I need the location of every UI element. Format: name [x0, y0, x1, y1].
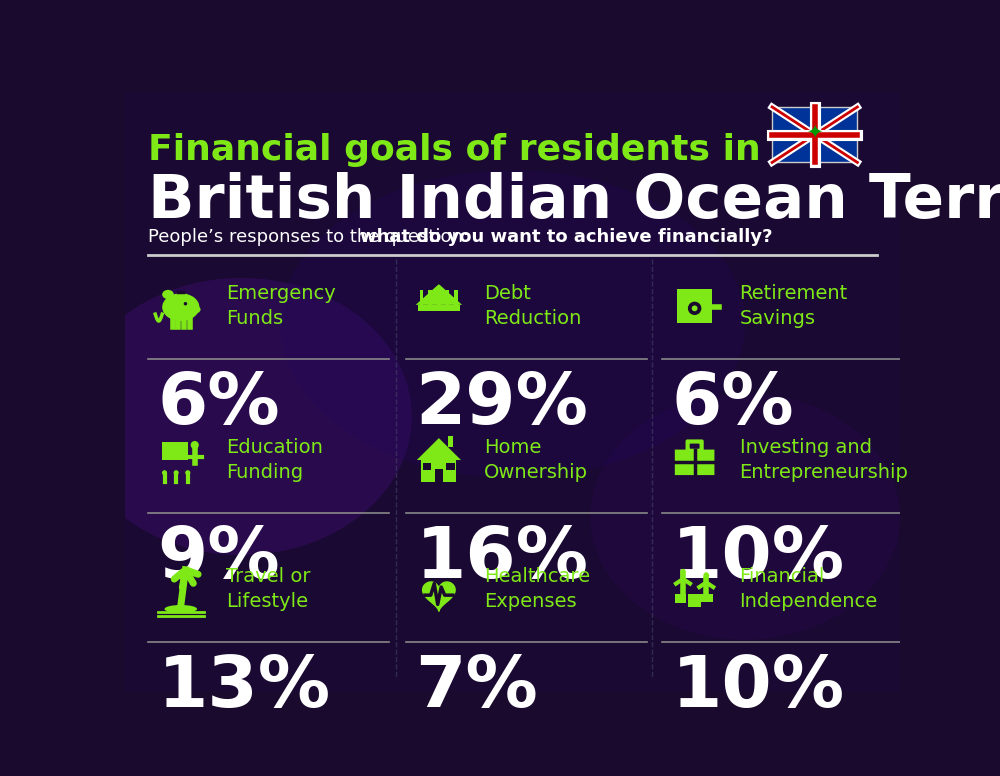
Text: 16%: 16% [416, 524, 589, 593]
Ellipse shape [71, 278, 412, 555]
Ellipse shape [162, 470, 167, 475]
Text: 10%: 10% [671, 653, 844, 722]
Text: 6%: 6% [158, 369, 280, 438]
Bar [677, 289, 712, 324]
Ellipse shape [590, 393, 900, 640]
Bar [446, 290, 449, 305]
Bar [688, 594, 701, 607]
Text: Debt
Reduction: Debt Reduction [484, 284, 581, 328]
Ellipse shape [165, 605, 197, 613]
Bar [675, 594, 686, 603]
Text: 29%: 29% [416, 369, 588, 438]
Bar [772, 107, 857, 162]
Bar [454, 290, 458, 305]
Ellipse shape [184, 302, 187, 306]
Bar [446, 463, 455, 470]
Polygon shape [416, 284, 462, 305]
Text: 10%: 10% [671, 524, 844, 593]
Text: 9%: 9% [158, 524, 280, 593]
FancyArrowPatch shape [174, 572, 183, 579]
Text: 7%: 7% [416, 653, 538, 722]
Ellipse shape [174, 470, 179, 475]
Ellipse shape [680, 569, 686, 575]
Text: Investing and
Entrepreneurship: Investing and Entrepreneurship [740, 438, 908, 482]
Bar [162, 442, 188, 460]
FancyArrowPatch shape [182, 573, 185, 587]
Text: Financial goals of residents in: Financial goals of residents in [148, 133, 761, 167]
Ellipse shape [162, 290, 174, 299]
Text: Healthcare
Expenses: Healthcare Expenses [484, 567, 590, 611]
Text: 13%: 13% [158, 653, 331, 722]
Text: British Indian Ocean Territory: British Indian Ocean Territory [148, 171, 1000, 230]
Ellipse shape [189, 306, 201, 314]
Ellipse shape [191, 441, 199, 449]
Bar [435, 469, 443, 482]
Bar [428, 290, 432, 305]
Polygon shape [423, 582, 455, 611]
FancyArrowPatch shape [188, 570, 198, 574]
Text: Travel or
Lifestyle: Travel or Lifestyle [226, 567, 310, 611]
Bar [421, 460, 456, 482]
Text: ✦: ✦ [807, 122, 823, 141]
Bar [437, 290, 441, 305]
Ellipse shape [185, 470, 190, 475]
Text: People’s responses to the question:: People’s responses to the question: [148, 228, 475, 246]
FancyArrowPatch shape [187, 572, 193, 584]
Ellipse shape [162, 293, 199, 321]
Ellipse shape [437, 282, 440, 284]
Text: Home
Ownership: Home Ownership [484, 438, 588, 482]
Text: 6%: 6% [671, 369, 794, 438]
Text: Financial
Independence: Financial Independence [740, 567, 878, 611]
FancyBboxPatch shape [675, 449, 714, 475]
Polygon shape [417, 438, 461, 460]
Text: Emergency
Funds: Emergency Funds [226, 284, 336, 328]
Ellipse shape [703, 572, 709, 579]
Bar [423, 463, 431, 470]
Ellipse shape [280, 170, 745, 478]
Bar [418, 305, 460, 310]
Ellipse shape [692, 306, 698, 311]
Text: Retirement
Savings: Retirement Savings [740, 284, 848, 328]
Bar [420, 290, 423, 305]
Ellipse shape [686, 300, 703, 317]
Bar [448, 436, 453, 447]
Text: Education
Funding: Education Funding [226, 438, 323, 482]
Text: what do you want to achieve financially?: what do you want to achieve financially? [360, 228, 772, 246]
Bar [701, 594, 713, 602]
